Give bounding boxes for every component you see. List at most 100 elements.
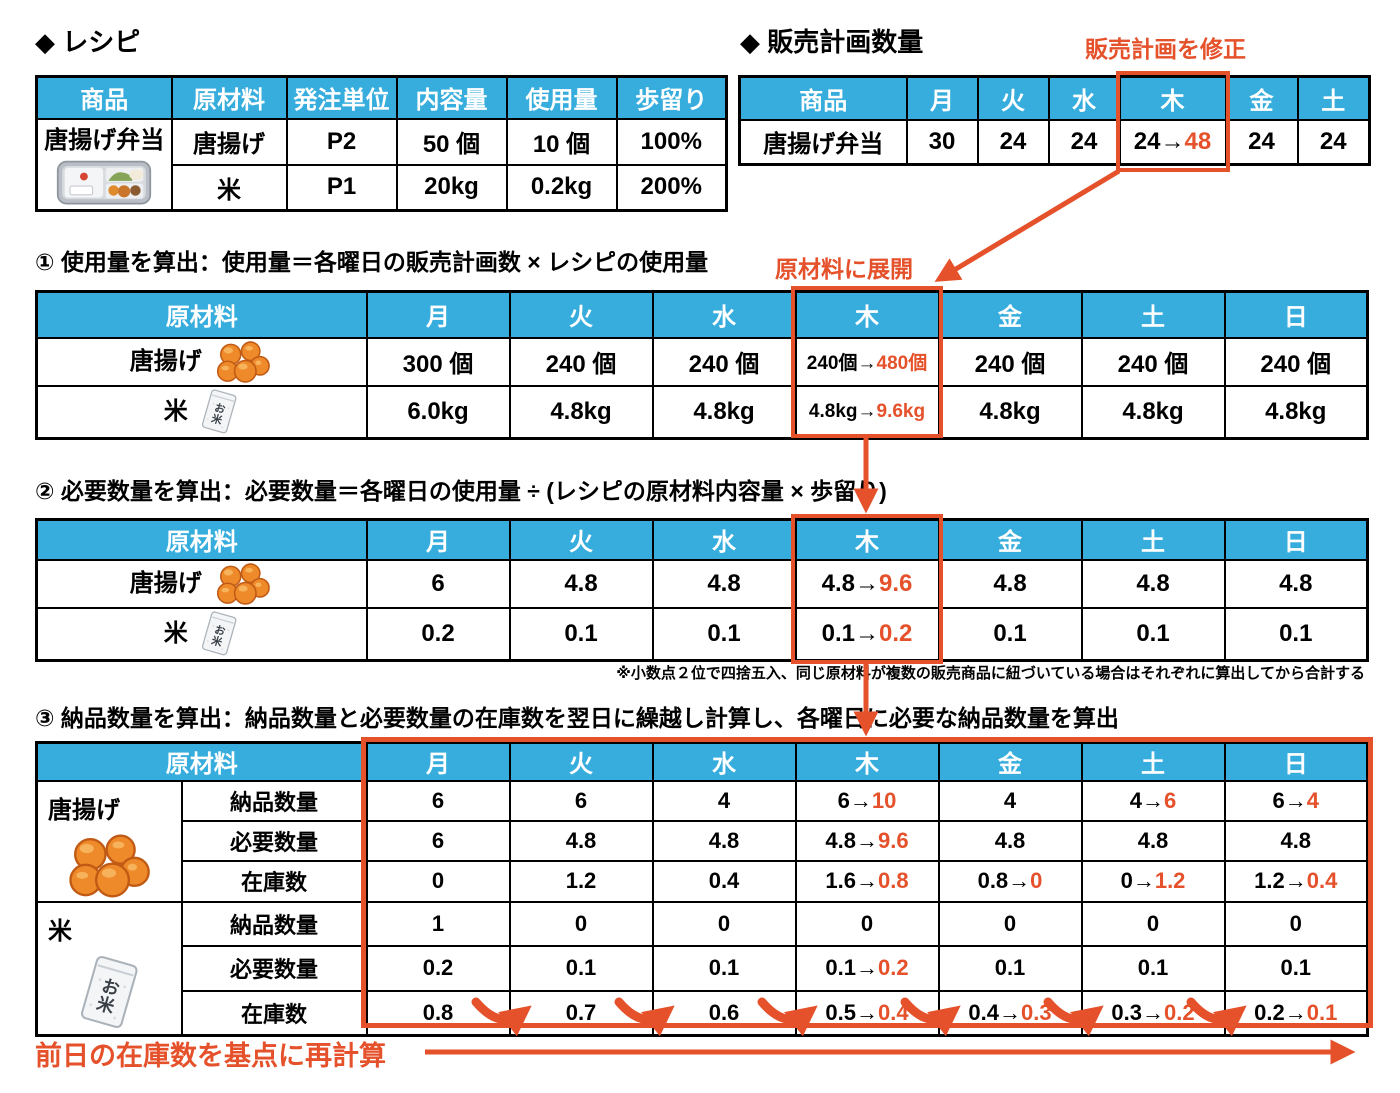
stock-value: 0.4 bbox=[651, 860, 797, 903]
required-value: 0.1 bbox=[508, 945, 654, 992]
material-name: 唐揚げ bbox=[129, 569, 202, 597]
required-value: 0.1 bbox=[508, 606, 654, 661]
step3-title: ③ 納品数量を算出：納品数量と必要数量の在庫数を翌日に繰越し計算し、各曜日に必要… bbox=[35, 705, 1119, 731]
col-header-sat: 土 bbox=[1080, 290, 1226, 339]
usage-value: 240 個 bbox=[651, 336, 797, 387]
col-header-material: 原材料 bbox=[35, 290, 368, 339]
plan-value-changed: 24→48 bbox=[1118, 118, 1227, 166]
required-value: 0.1 bbox=[1080, 606, 1226, 661]
delivery-value: 0 bbox=[1223, 900, 1369, 947]
required-value: 4.8 bbox=[508, 558, 654, 609]
usage-value-changed: 4.8kg→9.6kg bbox=[794, 384, 940, 439]
usage-value: 240 個 bbox=[937, 336, 1083, 387]
col-header-tue: 火 bbox=[976, 75, 1050, 121]
stock-value: 0 bbox=[365, 860, 511, 903]
col-header-thu: 木 bbox=[794, 741, 940, 782]
required-value: 4.8 bbox=[651, 558, 797, 609]
stock-value: 0.8→0 bbox=[937, 860, 1083, 903]
usage-value-changed: 240個→480個 bbox=[794, 336, 940, 387]
content-value: 20kg bbox=[395, 163, 508, 212]
col-header-wed: 水 bbox=[651, 741, 797, 782]
col-header-sat: 土 bbox=[1080, 741, 1226, 782]
recalc-footer-label: 前日の在庫数を基点に再計算 bbox=[35, 1041, 386, 1071]
stock-value: 0.5→0.4 bbox=[794, 989, 940, 1036]
required-value: 0.1 bbox=[937, 945, 1083, 992]
material-name: 米 bbox=[163, 619, 188, 647]
plan-value: 24 bbox=[1224, 118, 1299, 166]
stock-value: 0.8 bbox=[365, 989, 511, 1036]
delivery-value: 0 bbox=[794, 900, 940, 947]
usage-value: 0.2kg bbox=[505, 163, 618, 212]
col-header-thu: 木 bbox=[794, 518, 940, 561]
stock-value: 0.7 bbox=[508, 989, 654, 1036]
sales-plan-edit-annotation: 販売計画を修正 bbox=[1085, 36, 1246, 62]
required-value: 0.1 bbox=[651, 606, 797, 661]
usage-table: 原材料 月 火 水 木 金 土 日 唐揚げ 300 個 240 個 240 個 … bbox=[35, 290, 1369, 440]
plan-value: 30 bbox=[905, 118, 979, 166]
rice-bag-icon bbox=[198, 609, 240, 659]
recipe-table: 商品 原材料 発注単位 内容量 使用量 歩留り 唐揚げ弁当 唐揚げ P2 50 … bbox=[35, 75, 728, 212]
col-header-material: 原材料 bbox=[35, 741, 368, 782]
rice-bag-icon bbox=[76, 952, 142, 1034]
col-header-material: 原材料 bbox=[35, 518, 368, 561]
material-cell-karaage: 唐揚げ bbox=[35, 336, 368, 387]
yield-value: 100% bbox=[615, 117, 728, 166]
col-header-sun: 日 bbox=[1223, 290, 1369, 339]
required-value: 0.1 bbox=[1223, 945, 1369, 992]
sales-plan-table: 商品 月 火 水 木 金 土 唐揚げ弁当 30 24 24 24→48 24 2… bbox=[738, 75, 1371, 166]
material-cell-karaage: 唐揚げ bbox=[35, 558, 368, 609]
delivery-value: 6 bbox=[508, 779, 654, 822]
fried-chicken-icon bbox=[212, 339, 274, 385]
delivery-value: 0 bbox=[508, 900, 654, 947]
usage-value: 4.8kg bbox=[651, 384, 797, 439]
usage-value: 4.8kg bbox=[1223, 384, 1369, 439]
required-value: 0.2 bbox=[365, 606, 511, 661]
plan-value: 24 bbox=[1296, 118, 1371, 166]
col-header-mon: 月 bbox=[365, 290, 511, 339]
col-header-fri: 金 bbox=[937, 518, 1083, 561]
delivery-value: 4 bbox=[937, 779, 1083, 822]
material-cell-rice: 米 bbox=[35, 606, 368, 661]
required-value: 6 bbox=[365, 819, 511, 863]
required-value: 4.8 bbox=[937, 819, 1083, 863]
col-header-sun: 日 bbox=[1223, 518, 1369, 561]
usage-value: 10 個 bbox=[505, 117, 618, 166]
row-label: 必要数量 bbox=[180, 819, 368, 863]
yield-value: 200% bbox=[615, 163, 728, 212]
col-header-yield: 歩留り bbox=[615, 75, 728, 120]
col-header-sat: 土 bbox=[1296, 75, 1371, 121]
delivery-value: 4 bbox=[651, 779, 797, 822]
required-value: 4.8 bbox=[1223, 558, 1369, 609]
row-label: 在庫数 bbox=[180, 860, 368, 903]
col-header-tue: 火 bbox=[508, 290, 654, 339]
usage-value: 4.8kg bbox=[937, 384, 1083, 439]
content-value: 50 個 bbox=[395, 117, 508, 166]
required-value: 0.1 bbox=[1223, 606, 1369, 661]
fried-chicken-icon bbox=[62, 831, 156, 901]
col-header-wed: 水 bbox=[651, 290, 797, 339]
stock-value: 1.2 bbox=[508, 860, 654, 903]
rounding-footnote: ※小数点２位で四捨五入、同じ原材料が複数の販売商品に紐づいている場合はそれぞれに… bbox=[616, 665, 1365, 682]
required-value: 0.1 bbox=[937, 606, 1083, 661]
required-qty-table: 原材料 月 火 水 木 金 土 日 唐揚げ 6 4.8 4.8 4.8→9.6 … bbox=[35, 518, 1369, 662]
order-unit-value: P2 bbox=[285, 117, 398, 166]
required-value: 4.8 bbox=[1223, 819, 1369, 863]
required-value: 6 bbox=[365, 558, 511, 609]
plan-value: 24 bbox=[976, 118, 1050, 166]
col-header-fri: 金 bbox=[1224, 75, 1299, 121]
delivery-value: 0 bbox=[651, 900, 797, 947]
required-value: 4.8 bbox=[1080, 819, 1226, 863]
material-name: 米 bbox=[170, 163, 288, 212]
product-name: 唐揚げ弁当 bbox=[738, 118, 908, 166]
col-header-content: 内容量 bbox=[395, 75, 508, 120]
col-header-mon: 月 bbox=[365, 741, 511, 782]
usage-value: 4.8kg bbox=[508, 384, 654, 439]
col-header-fri: 金 bbox=[937, 741, 1083, 782]
col-header-sun: 日 bbox=[1223, 741, 1369, 782]
plan-value: 24 bbox=[1047, 118, 1121, 166]
material-name: 唐揚げ bbox=[129, 347, 202, 375]
col-header-product: 商品 bbox=[35, 75, 173, 120]
material-cell-rice: 米 bbox=[35, 900, 183, 1036]
stock-value: 0.3→0.2 bbox=[1080, 989, 1226, 1036]
col-header-thu: 木 bbox=[794, 290, 940, 339]
